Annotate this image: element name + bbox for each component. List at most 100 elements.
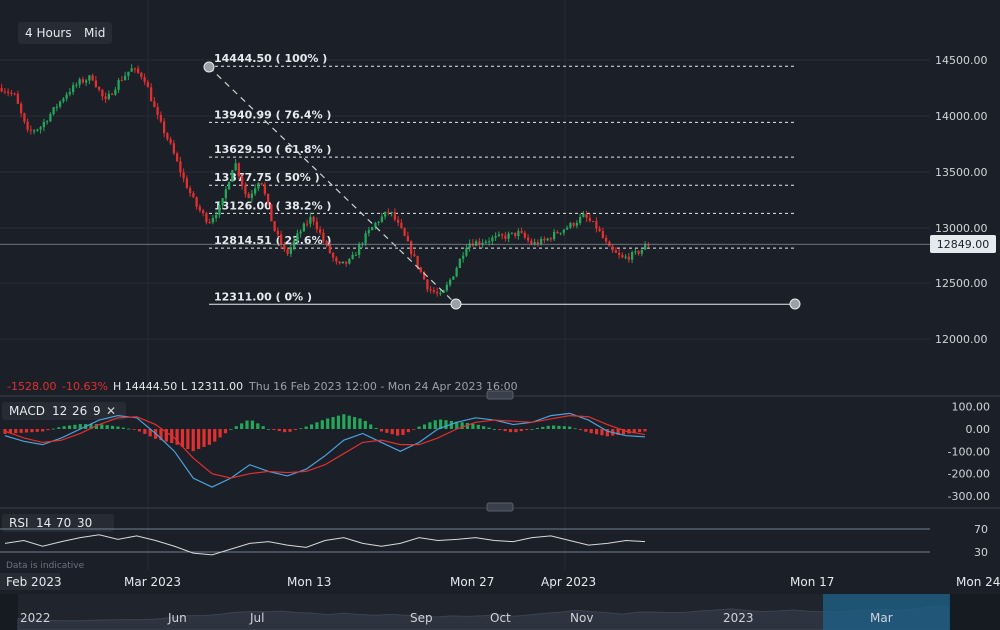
candle-body <box>575 222 579 226</box>
time-axis[interactable]: Feb 2023 Mar 2023 Mon 13 Mon 27 Apr 2023… <box>0 573 1000 590</box>
macd-histogram-bar <box>439 419 443 429</box>
candle-body <box>588 217 592 222</box>
macd-histogram-bar <box>546 425 550 429</box>
candle-body <box>130 68 133 72</box>
candle-body <box>305 223 309 225</box>
pane-resize-handle[interactable] <box>486 502 514 512</box>
candle-body <box>562 229 566 233</box>
candle-body <box>383 211 387 217</box>
candle-body <box>435 291 439 294</box>
macd-histogram-bar <box>8 429 12 434</box>
candle-body <box>58 101 62 107</box>
candle-body <box>45 121 49 123</box>
candle-body <box>283 244 286 250</box>
navigator-area <box>17 605 949 630</box>
candle-body <box>409 241 413 255</box>
candle-body <box>513 232 517 237</box>
fib-anchor-start[interactable] <box>203 61 215 73</box>
candle-body <box>510 232 514 234</box>
macd-histogram-bar <box>471 423 475 429</box>
macd-histogram-bar <box>465 423 470 429</box>
macd-tick: -300.00 <box>948 490 990 503</box>
macd-histogram-bar <box>30 429 34 433</box>
candle-body <box>406 235 410 242</box>
price-mode-button[interactable]: Mid <box>77 22 113 44</box>
macd-histogram-bar <box>643 429 647 432</box>
macd-histogram-bar <box>250 420 254 429</box>
macd-histogram-bar <box>41 429 45 432</box>
macd-histogram-bar <box>116 426 120 429</box>
macd-histogram-bar <box>51 428 56 430</box>
macd-histogram-bar <box>632 429 636 433</box>
pane-resize-handle[interactable] <box>486 390 514 400</box>
candle-body <box>617 252 621 255</box>
macd-histogram-bar <box>67 425 72 429</box>
macd-histogram-bar <box>121 427 125 429</box>
fib-trend-line[interactable] <box>208 66 457 305</box>
macd-histogram-bar <box>309 424 314 429</box>
candle-body <box>351 254 354 259</box>
candle-body <box>426 279 429 290</box>
candle-body <box>487 241 491 243</box>
candle-body <box>97 86 101 90</box>
candle-body <box>569 223 572 228</box>
macd-histogram-bar <box>272 429 276 431</box>
navigator-label: 2023 <box>723 611 754 625</box>
fib-anchor-extend[interactable] <box>789 298 801 310</box>
candle-body <box>393 211 397 220</box>
macd-histogram-bar <box>73 424 77 429</box>
candle-body <box>159 114 163 122</box>
macd-histogram-bar <box>535 427 540 429</box>
candlestick-series <box>0 64 650 297</box>
macd-histogram-bar <box>369 424 373 429</box>
candle-body <box>296 233 299 241</box>
navigator-label: Sep <box>410 611 433 625</box>
timeframe-button[interactable]: 4 Hours <box>18 22 79 44</box>
close-icon[interactable]: ✕ <box>106 404 116 418</box>
candle-body <box>153 101 156 108</box>
candle-body <box>640 249 644 254</box>
candle-body <box>478 241 481 245</box>
high-value: H 14444.50 <box>113 380 177 393</box>
candle-body <box>172 143 176 154</box>
fib-level-label: 13377.75 ( 50% ) <box>214 171 320 184</box>
price-tick: 14000.00 <box>935 110 988 123</box>
candle-body <box>237 163 241 177</box>
macd-histogram-bar <box>422 424 427 429</box>
fib-anchor-end[interactable] <box>450 298 462 310</box>
macd-histogram-bar <box>261 426 265 429</box>
fibonacci-retracement[interactable]: 14444.50 ( 100% ) 13940.99 ( 76.4% ) 13629… <box>209 52 795 305</box>
macd-histogram-bar <box>503 429 507 432</box>
candle-body <box>494 235 497 238</box>
candle-body <box>211 218 215 223</box>
rsi-legend[interactable] <box>2 514 114 532</box>
candle-body <box>387 211 390 213</box>
macd-histogram-bar <box>396 429 400 436</box>
macd-histogram-bar <box>385 429 389 433</box>
candle-body <box>299 231 302 234</box>
data-note: Data is indicative <box>6 561 85 571</box>
macd-histogram-bar <box>557 425 561 429</box>
candle-body <box>517 231 520 237</box>
rsi-pane[interactable]: RSI 14 70 30 70 30 Data is indicative <box>0 514 988 571</box>
candle-body <box>481 242 484 245</box>
macd-histogram-bar <box>578 429 583 431</box>
candle-body <box>270 204 273 222</box>
navigator-selection[interactable] <box>823 594 950 630</box>
candle-body <box>637 251 640 254</box>
navigator[interactable]: 2022 Jun Jul Sep Oct Nov 2023 Mar <box>0 594 1000 630</box>
candle-body <box>432 290 436 292</box>
candle-body <box>318 229 322 233</box>
macd-pane[interactable]: MACD 12 26 9 ✕ 100.00 0.00 -100.00 -200.00 -… <box>2 401 990 503</box>
candle-body <box>647 244 650 246</box>
candle-body <box>71 85 75 93</box>
price-axis[interactable]: 14500.00 14000.00 13500.00 13000.00 1250… <box>935 54 988 346</box>
candle-body <box>624 256 627 258</box>
candle-body <box>94 80 98 87</box>
candle-body <box>175 153 179 162</box>
macd-legend[interactable] <box>2 402 126 420</box>
candle-body <box>143 77 146 82</box>
candle-body <box>461 255 465 259</box>
macd-histogram-bar <box>14 429 18 434</box>
